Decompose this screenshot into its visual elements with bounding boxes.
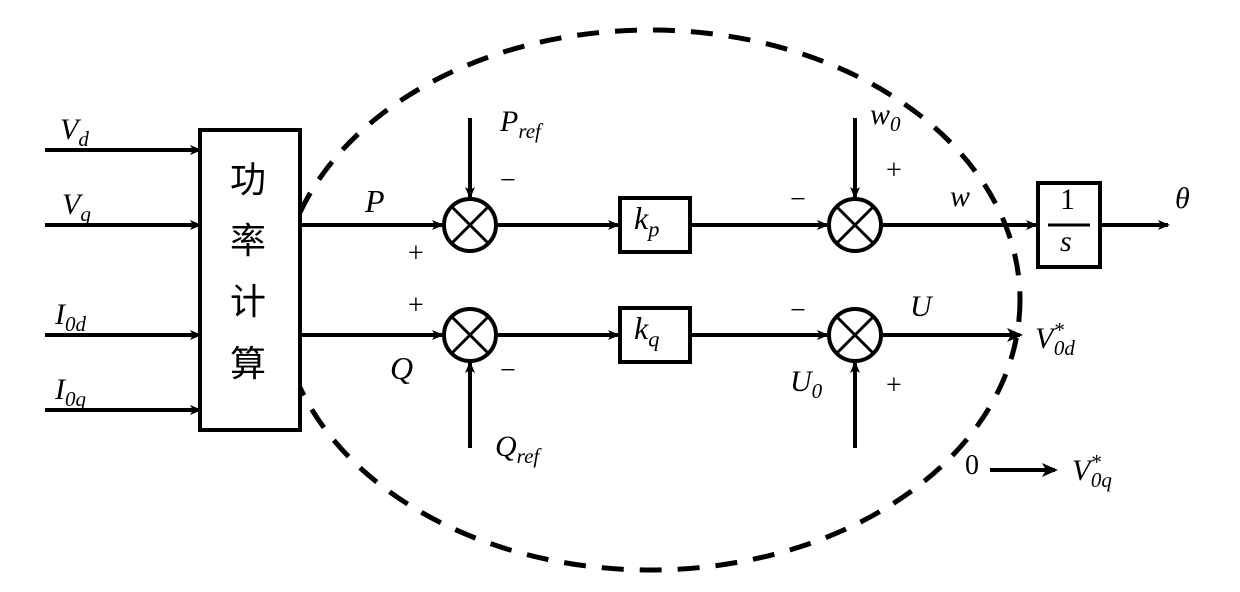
dashed-boundary xyxy=(280,30,1020,570)
sum-u xyxy=(829,309,881,361)
diagram-canvas: { "inputs": { "vd": "V", "vd_sub": "d", … xyxy=(0,0,1240,592)
label-w0: w0 xyxy=(870,98,901,137)
label-v0q: V*0q xyxy=(1072,450,1112,493)
label-qref: Qref xyxy=(495,430,539,469)
label-i0q: I0q xyxy=(55,373,86,412)
sum-q xyxy=(444,309,496,361)
sign-u-plus: + xyxy=(886,370,902,402)
sign-u-minus: − xyxy=(790,295,806,327)
label-vq: Vq xyxy=(62,188,91,227)
label-pref: Pref xyxy=(500,105,541,144)
label-v0d: V*0d xyxy=(1035,318,1075,361)
kq-text: kq xyxy=(634,310,659,352)
label-theta: θ xyxy=(1175,182,1190,216)
label-Q: Q xyxy=(390,350,413,387)
sign-q-minus: − xyxy=(500,355,516,387)
sign-q-plus: + xyxy=(408,290,424,322)
kp-text: kp xyxy=(634,200,659,242)
sum-w xyxy=(829,199,881,251)
label-i0d: I0d xyxy=(55,298,86,337)
integrator-den: s xyxy=(1060,225,1072,259)
integrator-num: 1 xyxy=(1060,183,1075,217)
label-U: U xyxy=(910,290,932,324)
label-P: P xyxy=(365,183,385,220)
sum-p xyxy=(444,199,496,251)
label-w: w xyxy=(950,180,970,214)
label-U0: U0 xyxy=(790,365,822,404)
sign-w-minus: − xyxy=(790,184,806,216)
diagram-svg xyxy=(0,0,1240,592)
sign-p-plus: + xyxy=(408,238,424,270)
sign-w-plus: + xyxy=(886,155,902,187)
sign-p-minus: − xyxy=(500,165,516,197)
label-vd: Vd xyxy=(60,113,89,152)
label-zero: 0 xyxy=(965,450,979,482)
power-calc-text: 功率计算 xyxy=(230,150,266,395)
